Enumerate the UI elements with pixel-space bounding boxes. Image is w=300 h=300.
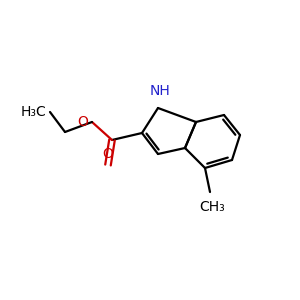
Text: CH₃: CH₃ — [199, 200, 225, 214]
Text: H₃C: H₃C — [20, 105, 46, 119]
Text: O: O — [103, 147, 113, 161]
Text: NH: NH — [150, 84, 170, 98]
Text: O: O — [77, 115, 88, 129]
